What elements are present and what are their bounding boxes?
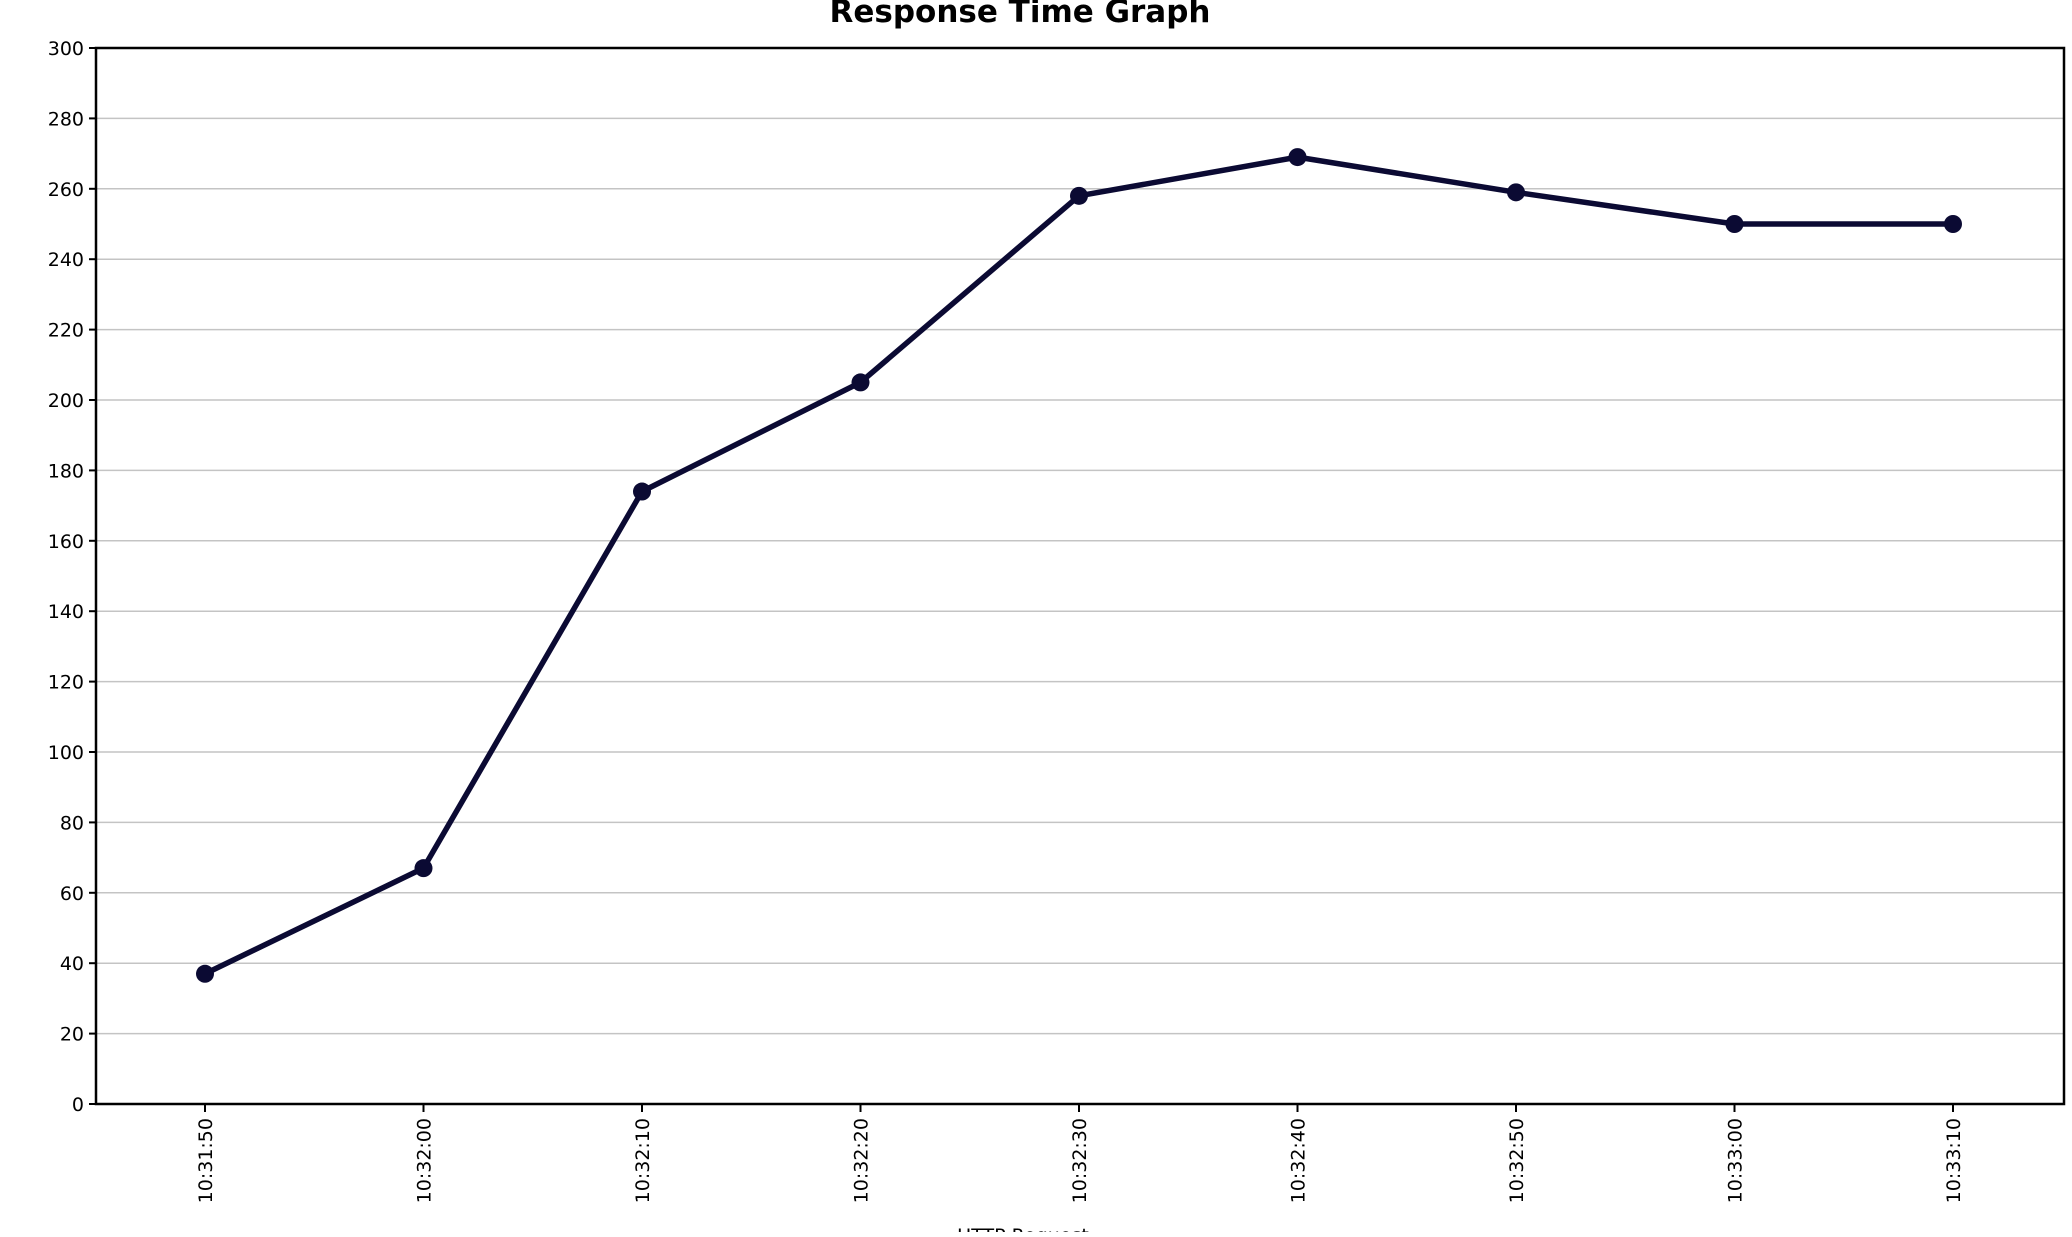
x-tick-label: 10:32:50: [1506, 1118, 1528, 1203]
data-point: [414, 859, 433, 878]
y-tick-label: 280: [48, 108, 84, 130]
plot-area-frame: [94, 46, 2066, 1106]
y-tick-label: 180: [48, 460, 84, 482]
legend-label: HTTP Request: [957, 1225, 1089, 1232]
data-point: [851, 373, 870, 392]
y-tick-label: 240: [48, 249, 84, 271]
data-point: [1944, 215, 1962, 233]
x-axis: 10:31:50 10:32:00 10:32:10 10:32:20 10:32:30…: [195, 1104, 1965, 1203]
data-point: [1288, 148, 1307, 167]
y-tick-label: 300: [48, 38, 84, 60]
x-tick-label: 10:32:20: [851, 1118, 873, 1203]
y-tick-label: 60: [60, 883, 84, 905]
data-point: [1070, 186, 1088, 205]
y-tick-label: 260: [48, 179, 84, 201]
y-tick-label: 100: [48, 742, 84, 764]
series-layer: [196, 148, 1962, 983]
y-tick-label: 0: [72, 1094, 84, 1116]
y-tick-label: 40: [60, 953, 84, 975]
legend: HTTP Request: [935, 1225, 1089, 1237]
x-tick-label: 10:33:10: [1943, 1118, 1965, 1203]
data-point: [633, 482, 651, 501]
data-point: [1725, 215, 1744, 233]
gridlines: [96, 117, 2064, 1035]
data-point: [196, 964, 214, 983]
x-tick-label: 10:33:00: [1725, 1118, 1747, 1203]
x-tick-label: 10:32:00: [414, 1118, 436, 1203]
y-tick-label: 140: [48, 601, 84, 623]
y-tick-label: 20: [60, 1024, 84, 1046]
y-tick-label: 200: [48, 390, 84, 412]
x-tick-label: 10:32:10: [632, 1118, 654, 1203]
y-tick-label: 80: [60, 812, 84, 834]
chart-title: Response Time Graph: [830, 0, 1211, 30]
data-point: [1507, 183, 1525, 202]
x-tick-label: 10:32:30: [1069, 1118, 1091, 1203]
y-tick-label: 160: [48, 531, 84, 553]
y-tick-label: 220: [48, 320, 84, 342]
x-tick-label: 10:31:50: [195, 1118, 217, 1203]
x-tick-label: 10:32:40: [1288, 1118, 1310, 1203]
y-tick-label: 120: [48, 672, 84, 694]
series-line: [203, 154, 1953, 977]
y-axis: 0 20 40 60 80 100 120 140 160 180 200 220 240 260 280 3…: [48, 38, 96, 1116]
